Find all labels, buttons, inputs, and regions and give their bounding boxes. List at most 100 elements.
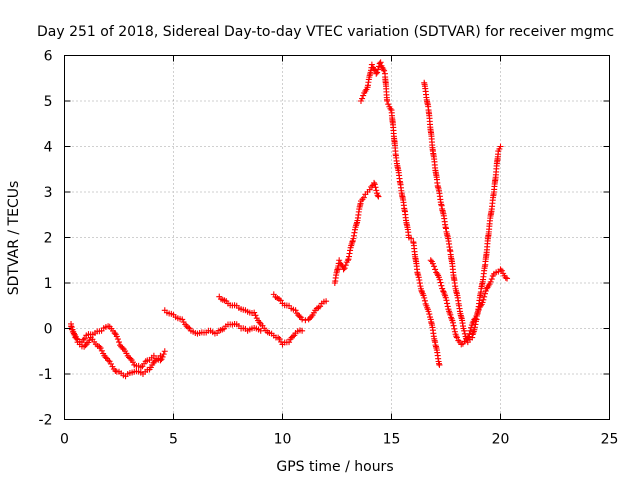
data-point [453, 334, 460, 341]
data-point-fill [276, 335, 283, 342]
data-point-fill [296, 313, 303, 320]
data-point-fill [461, 327, 468, 334]
data-point [257, 327, 264, 334]
data-point-fill [374, 66, 381, 73]
data-point-fill [119, 344, 126, 351]
data-point-fill [421, 297, 428, 304]
data-point [68, 323, 75, 330]
x-tick-label: 0 [60, 432, 69, 448]
data-point [504, 275, 511, 282]
data-point-fill [359, 95, 366, 102]
data-point-fill [102, 354, 109, 361]
data-point-fill [466, 330, 473, 337]
data-point-fill [443, 297, 450, 304]
data-point [286, 339, 293, 346]
data-point-fill [465, 333, 472, 340]
data-point-fill [371, 181, 378, 188]
data-point [477, 302, 484, 309]
data-point [497, 266, 504, 273]
x-tick-label: 25 [601, 432, 619, 448]
data-point-fill [444, 300, 451, 307]
chart-title: Day 251 of 2018, Sidereal Day-to-day VTE… [37, 24, 614, 40]
data-point-fill [151, 358, 158, 365]
data-point-fill [425, 308, 432, 315]
data-point-fill [451, 325, 458, 332]
y-axis-label: SDTVAR / TECUs [6, 181, 22, 296]
data-point-fill [487, 278, 494, 285]
data-point-fill [374, 69, 381, 76]
y-tick-label: 3 [44, 185, 53, 201]
y-tick-label: 2 [44, 231, 53, 247]
data-point-fill [481, 293, 488, 300]
data-point-fill [444, 303, 451, 310]
data-point-fill [82, 342, 89, 349]
data-point [371, 179, 378, 186]
data-point-fill [185, 324, 192, 331]
y-tick-label: -1 [39, 367, 53, 383]
data-point-fill [421, 294, 428, 301]
data-point-fill [116, 339, 122, 346]
x-tick-label: 5 [169, 432, 178, 448]
data-point-fill [73, 335, 80, 342]
data-point-fill [438, 282, 445, 289]
data-point-fill [385, 101, 392, 108]
data-point-fill [502, 274, 509, 281]
grid [64, 55, 610, 420]
data-point-fill [160, 351, 167, 358]
y-tick-label: 4 [44, 140, 53, 156]
data-point-fill [277, 297, 284, 304]
data-point [111, 330, 118, 337]
data-point [497, 143, 504, 150]
data-point [96, 343, 103, 350]
data-point [299, 327, 306, 334]
data-point [427, 257, 434, 264]
data-point [336, 257, 343, 264]
data-point [368, 61, 375, 68]
y-tick-label: 5 [44, 94, 53, 110]
data-point [377, 59, 384, 66]
data-point-fill [342, 262, 349, 269]
data-point-fill [387, 105, 394, 112]
data-point-fill [473, 312, 480, 319]
data-point-fill [467, 327, 474, 334]
data-point-fill [448, 314, 455, 321]
data-point-fill [147, 364, 154, 371]
data-point-fill [306, 315, 313, 322]
data-point-fill [129, 359, 136, 366]
data-point-fill [341, 265, 348, 272]
data-point [464, 334, 471, 341]
axis-ticks: 0 5 10 15 20 25 -2 -1 0 1 2 3 4 5 6 [39, 49, 619, 448]
data-point-fill [426, 311, 433, 318]
data-point [157, 352, 164, 359]
data-point-fill [113, 333, 120, 340]
data-point-fill [375, 63, 382, 70]
x-tick-label: 15 [383, 432, 401, 448]
y-tick-label: 1 [44, 276, 53, 292]
x-tick-label: 20 [492, 432, 510, 448]
data-point-fill [450, 322, 457, 329]
data-point [340, 266, 347, 273]
data-point-fill [436, 276, 443, 283]
data-point-fill [442, 294, 449, 301]
data-point-fill [488, 276, 495, 283]
data-point-fill [474, 310, 481, 317]
data-point-fill [289, 333, 296, 340]
data-point [251, 309, 258, 316]
x-tick-label: 10 [274, 432, 292, 448]
data-point-fill [98, 347, 105, 354]
data-point [436, 361, 443, 368]
data-point-fill [468, 324, 475, 331]
data-point-fill [252, 312, 259, 319]
data-point-fill [481, 290, 488, 297]
y-tick-label: -2 [39, 413, 53, 429]
data-point-fill [432, 266, 439, 273]
data-point [375, 193, 382, 200]
data-point [384, 98, 391, 104]
data-point-fill [360, 194, 367, 201]
data-point-fill [372, 184, 379, 191]
data-point-fill [429, 260, 436, 267]
data-point-fill [97, 345, 104, 352]
data-markers [68, 59, 511, 380]
data-point-fill [126, 354, 133, 361]
